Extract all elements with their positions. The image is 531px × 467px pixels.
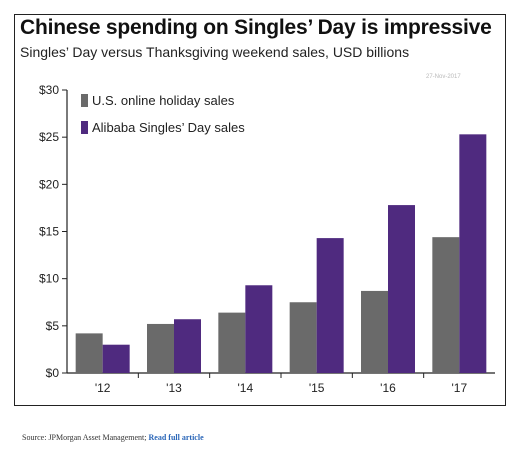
alibaba-sales-bar [245, 285, 273, 373]
chart-title: Chinese spending on Singles’ Day is impr… [20, 16, 492, 39]
y-tick-label: $30 [39, 83, 59, 97]
us-sales-bar [147, 323, 174, 373]
us-sales-bar [75, 333, 103, 373]
y-tick-label: $5 [46, 319, 60, 333]
legend-label-us: U.S. online holiday sales [92, 93, 235, 108]
date-watermark: 27-Nov-2017 [426, 74, 461, 80]
x-tick-label: '17 [452, 381, 468, 395]
x-tick-label: '15 [309, 381, 325, 395]
y-tick-label: $15 [39, 225, 59, 239]
x-tick-label: '16 [380, 381, 396, 395]
x-tick-label: '12 [95, 381, 111, 395]
us-sales-bar [218, 312, 246, 373]
chart-subtitle: Singles’ Day versus Thanksgiving weekend… [20, 44, 410, 60]
alibaba-sales-bar [102, 344, 130, 373]
legend-label-alibaba: Alibaba Singles’ Day sales [92, 120, 245, 135]
y-tick-label: $0 [46, 366, 60, 380]
read-full-article-link[interactable]: Read full article [148, 433, 204, 442]
y-tick-label: $25 [39, 130, 59, 144]
us-sales-bar [289, 302, 317, 373]
y-tick-label: $10 [39, 272, 59, 286]
alibaba-sales-bar [459, 134, 487, 373]
legend-swatch-us [81, 94, 88, 107]
legend-swatch-alibaba [81, 121, 88, 134]
source-note: Source: JPMorgan Asset Management; Read … [22, 433, 204, 442]
us-sales-bar [361, 290, 388, 373]
y-tick-label: $20 [39, 177, 59, 191]
alibaba-sales-bar [174, 319, 201, 373]
x-tick-label: '13 [166, 381, 182, 395]
alibaba-sales-bar [388, 205, 415, 373]
us-sales-bar [432, 237, 460, 373]
x-tick-label: '14 [238, 381, 254, 395]
alibaba-sales-bar [316, 238, 344, 373]
source-text: Source: JPMorgan Asset Management; [22, 433, 147, 442]
